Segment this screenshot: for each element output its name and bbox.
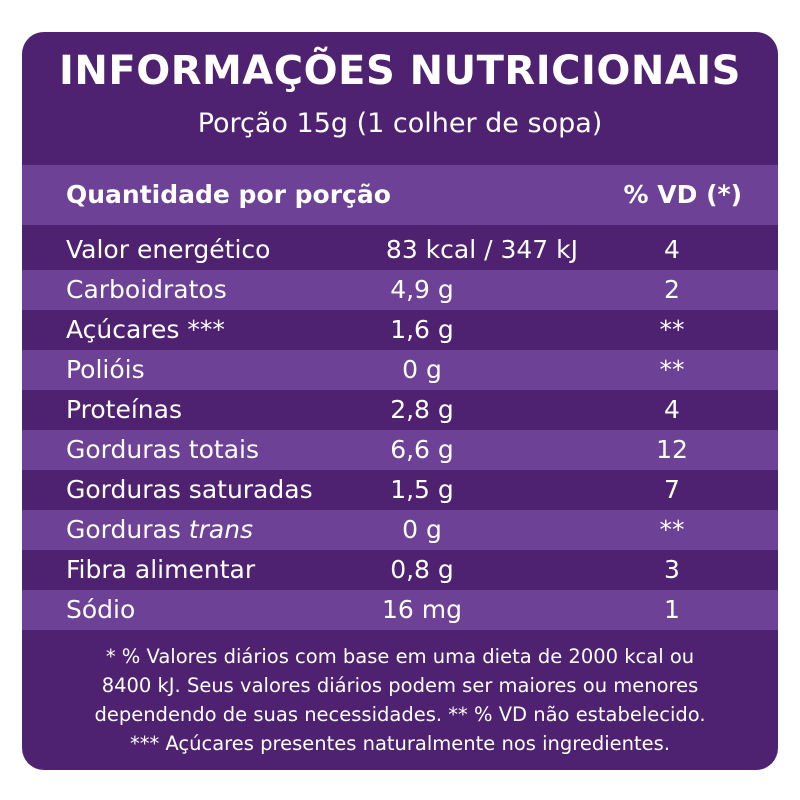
nutrient-row-proteins: Proteínas 2,8 g 4 [22, 390, 778, 430]
nutrient-rows: Valor energético 83 kcal / 347 kJ 4 Carb… [22, 230, 778, 630]
nutrient-daily-value: 7 [664, 475, 680, 504]
nutrient-daily-value: 3 [664, 555, 680, 584]
nutrient-row-sodium: Sódio 16 mg 1 [22, 590, 778, 630]
nutrient-amount: 16 mg [382, 595, 462, 624]
nutrient-daily-value: 4 [664, 235, 680, 264]
nutrient-daily-value: ** [659, 355, 685, 384]
nutrient-amount: 0 g [402, 355, 442, 384]
nutrient-name: Carboidratos [66, 275, 227, 304]
nutrient-amount: 0 g [402, 515, 442, 544]
header-quantity: Quantidade por porção [66, 180, 391, 209]
nutrient-name: Gorduras saturadas [66, 475, 313, 504]
nutrient-name: Sódio [66, 595, 136, 624]
nutrient-name: Gorduras totais [66, 435, 259, 464]
nutrient-daily-value: 4 [664, 395, 680, 424]
nutrient-row-energy: Valor energético 83 kcal / 347 kJ 4 [22, 230, 778, 270]
nutrient-row-carbohydrates: Carboidratos 4,9 g 2 [22, 270, 778, 310]
nutrient-daily-value: ** [659, 315, 685, 344]
nutrient-name: Polióis [66, 355, 145, 384]
nutrient-name: Proteínas [66, 395, 182, 424]
nutrient-amount: 6,6 g [390, 435, 454, 464]
nutrient-row-fiber: Fibra alimentar 0,8 g 3 [22, 550, 778, 590]
nutrient-row-saturated-fat: Gorduras saturadas 1,5 g 7 [22, 470, 778, 510]
nutrient-name: Açúcares *** [66, 315, 225, 344]
nutrient-amount: 1,6 g [390, 315, 454, 344]
serving-size: Porção 15g (1 colher de sopa) [197, 108, 603, 139]
nutrient-row-total-fat: Gorduras totais 6,6 g 12 [22, 430, 778, 470]
nutrient-amount: 83 kcal / 347 kJ [385, 235, 578, 264]
footnote-line: *** Açúcares presentes naturalmente nos … [129, 732, 671, 755]
nutrient-row-sugars: Açúcares *** 1,6 g ** [22, 310, 778, 350]
nutrient-name: Gorduras trans [66, 515, 254, 544]
footnote: * % Valores diários com base em uma diet… [36, 642, 764, 758]
nutrient-row-polyols: Polióis 0 g ** [22, 350, 778, 390]
nutrition-facts-panel: INFORMAÇÕES NUTRICIONAIS Porção 15g (1 c… [22, 32, 778, 770]
header-daily-value: % VD (*) [623, 180, 742, 209]
nutrient-daily-value: 2 [664, 275, 680, 304]
nutrient-daily-value: 12 [656, 435, 688, 464]
nutrient-amount: 1,5 g [390, 475, 454, 504]
nutrient-amount: 2,8 g [390, 395, 454, 424]
footnote-line: dependendo de suas necessidades. ** % VD… [94, 703, 706, 726]
nutrient-name: Valor energético [66, 235, 271, 264]
footnote-line: * % Valores diários com base em uma diet… [105, 645, 695, 668]
table-header: Quantidade por porção % VD (*) [22, 165, 778, 225]
nutrient-name: Fibra alimentar [66, 555, 256, 584]
nutrient-daily-value: 1 [664, 595, 680, 624]
label-title: INFORMAÇÕES NUTRICIONAIS [59, 48, 741, 94]
footnote-line: 8400 kJ. Seus valores diários podem ser … [101, 674, 699, 697]
nutrient-amount: 4,9 g [390, 275, 454, 304]
nutrient-daily-value: ** [659, 515, 685, 544]
nutrient-row-trans-fat: Gorduras trans 0 g ** [22, 510, 778, 550]
nutrient-amount: 0,8 g [390, 555, 454, 584]
